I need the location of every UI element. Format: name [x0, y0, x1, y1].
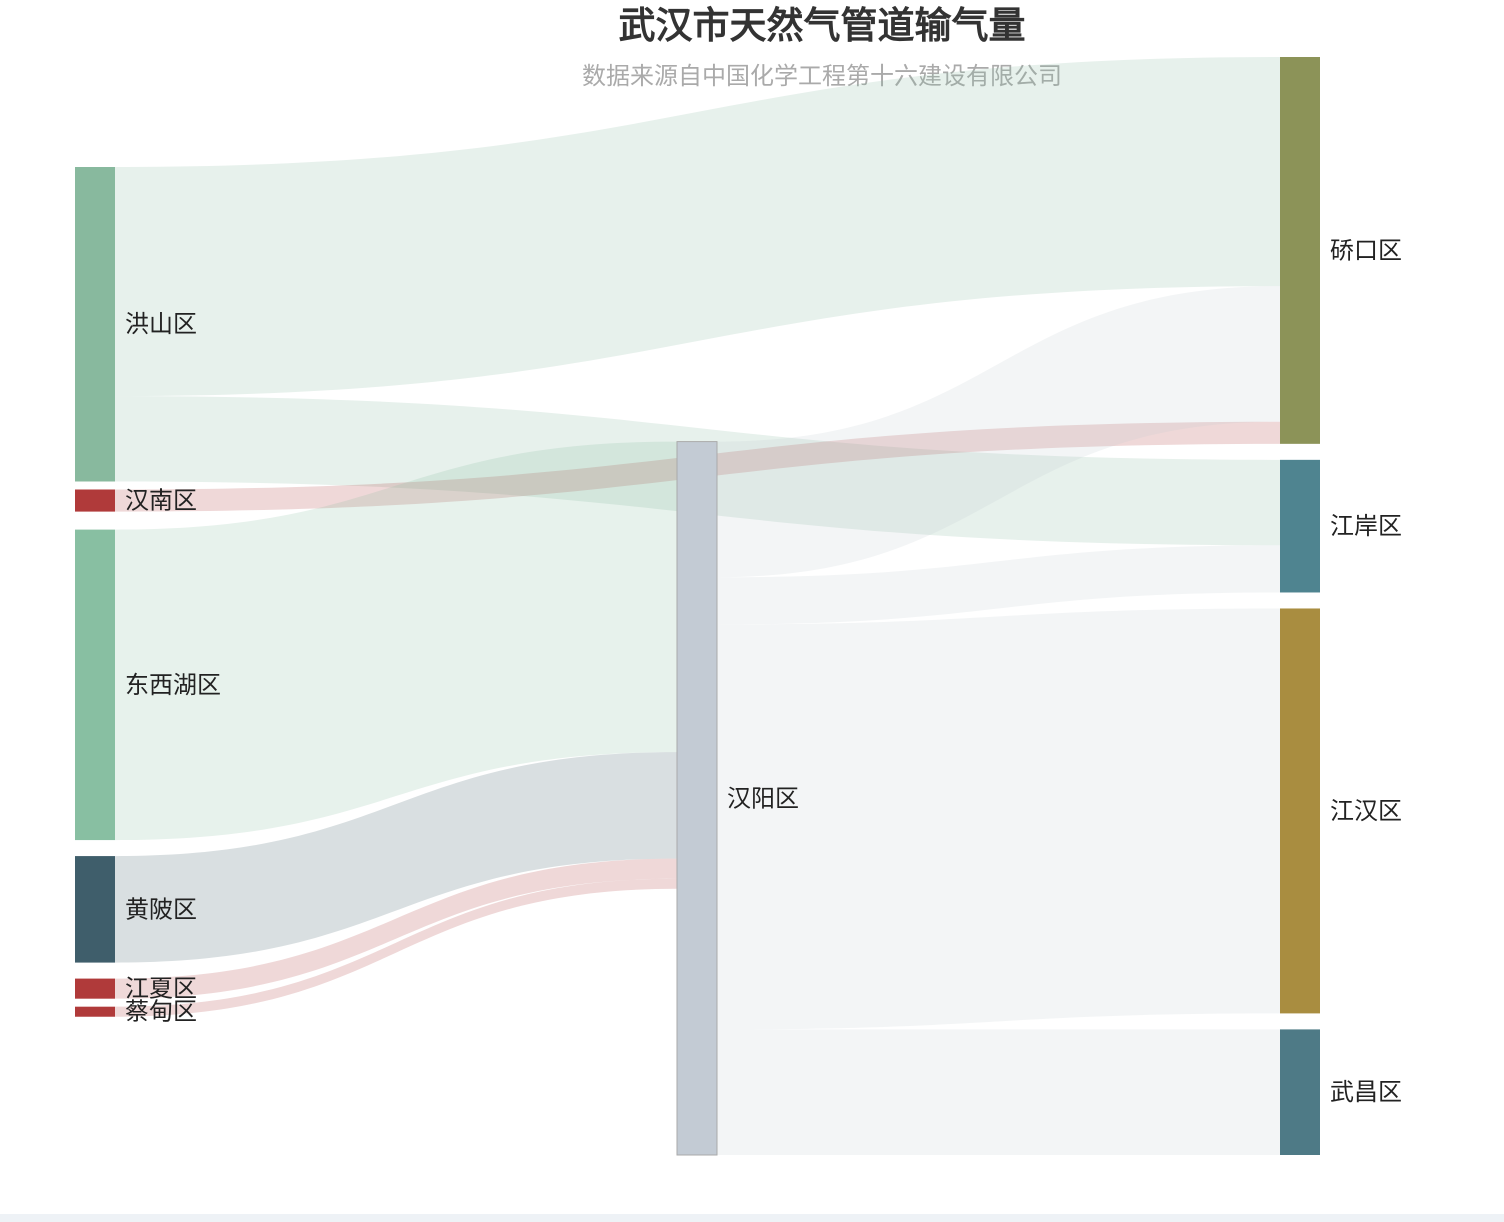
sankey-node-5[interactable]	[75, 978, 115, 999]
sankey-node-7[interactable]	[676, 441, 718, 1156]
sankey-link-6[interactable]	[115, 858, 677, 999]
sankey-node-9[interactable]	[1280, 459, 1320, 593]
nodes-layer	[75, 57, 1320, 1156]
sankey-link-10[interactable]	[717, 608, 1280, 1030]
sankey-link-7[interactable]	[115, 878, 677, 1017]
sankey-node-label-7: 汉阳区	[727, 784, 799, 812]
sankey-node-1[interactable]	[75, 167, 115, 482]
sankey-node-6[interactable]	[75, 1006, 115, 1017]
sankey-link-1[interactable]	[115, 57, 1280, 397]
sankey-node-label-4: 黄陂区	[125, 895, 197, 923]
sankey-node-2[interactable]	[75, 489, 115, 512]
sankey-node-label-8: 硚口区	[1330, 236, 1402, 264]
page-title: 武汉市天然气管道输气量	[618, 4, 1026, 47]
sankey-node-label-2: 汉南区	[125, 487, 197, 515]
sankey-node-label-3: 东西湖区	[125, 671, 221, 699]
sankey-node-label-1: 洪山区	[125, 310, 197, 338]
sankey-link-8[interactable]	[717, 286, 1280, 578]
sankey-link-9[interactable]	[717, 545, 1280, 625]
sankey-node-label-11: 武昌区	[1330, 1078, 1402, 1106]
links-layer	[115, 57, 1280, 1155]
sankey-node-10[interactable]	[1280, 608, 1320, 1014]
sankey-node-11[interactable]	[1280, 1029, 1320, 1155]
sankey-link-5[interactable]	[115, 752, 677, 963]
sankey-node-8[interactable]	[1280, 57, 1320, 444]
sankey-node-label-10: 江汉区	[1330, 797, 1402, 825]
bottom-strip	[0, 1214, 1504, 1222]
sankey-node-label-6: 蔡甸区	[125, 998, 197, 1026]
sankey-link-11[interactable]	[717, 1029, 1280, 1155]
sankey-node-label-9: 江岸区	[1330, 512, 1402, 540]
sankey-node-4[interactable]	[75, 856, 115, 963]
sankey-node-3[interactable]	[75, 529, 115, 841]
sankey-link-4[interactable]	[115, 441, 677, 841]
sankey-node-label-5: 江夏区	[125, 975, 197, 1003]
page-subtitle: 数据来源自中国化学工程第十六建设有限公司	[582, 62, 1062, 90]
